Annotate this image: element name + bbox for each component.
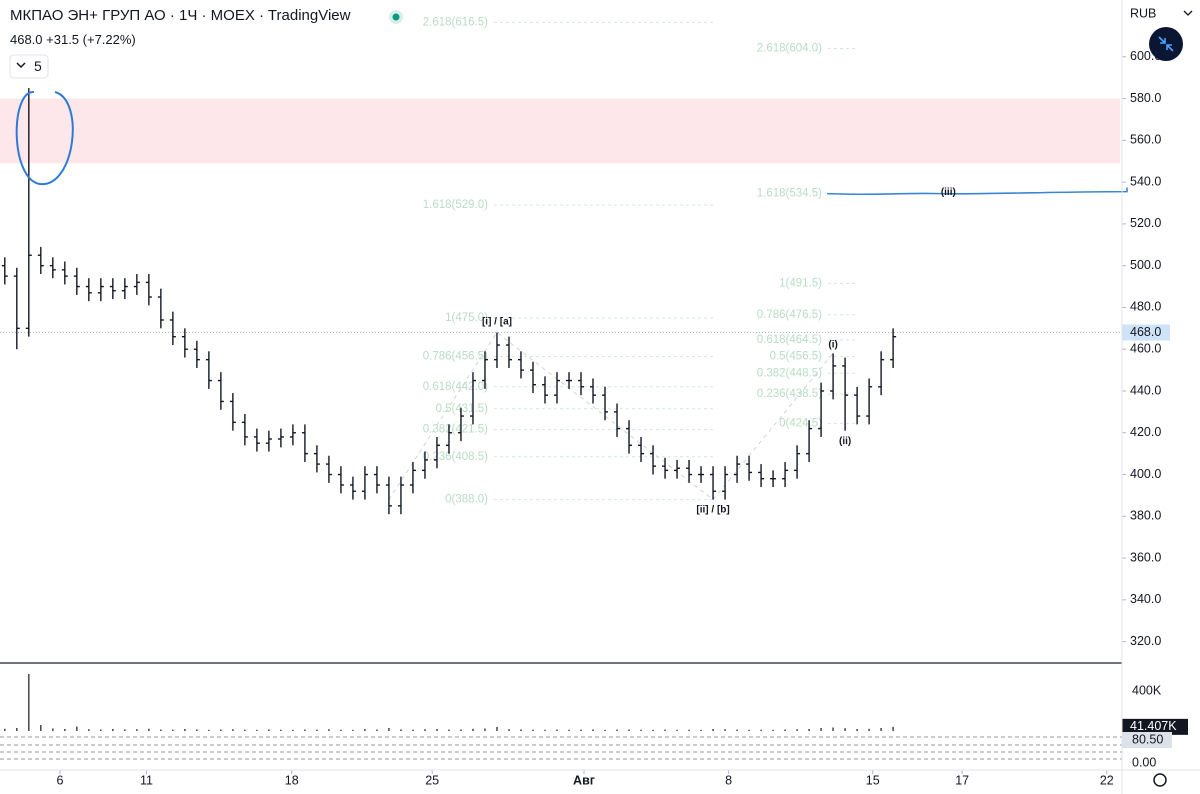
indicator-value-box bbox=[1122, 732, 1172, 748]
fib-trend bbox=[388, 331, 714, 500]
fib-label: 0.382(448.5) bbox=[757, 367, 822, 379]
interval-button-label[interactable]: 5 bbox=[34, 58, 42, 74]
indicator-tick-label: 0.00 bbox=[1132, 755, 1156, 769]
y-tick-label: 500.0 bbox=[1130, 258, 1161, 272]
supply-zone bbox=[0, 98, 1120, 164]
y-tick-label: 540.0 bbox=[1130, 174, 1161, 188]
x-tick-label: 6 bbox=[57, 773, 64, 787]
wave-label: (iii) bbox=[941, 187, 956, 198]
quote: 468.0 +31.5 (+7.22%) bbox=[10, 32, 136, 47]
interval-button-box[interactable] bbox=[9, 54, 49, 79]
y-tick-label: 460.0 bbox=[1130, 342, 1161, 356]
target-line bbox=[827, 187, 1128, 196]
fib-label: 0.5(456.5) bbox=[770, 351, 823, 363]
symbol-title: МКПАО ЭН+ ГРУП АО · 1Ч · MOEX · TradingV… bbox=[10, 7, 351, 24]
y-tick-label: 520.0 bbox=[1130, 216, 1161, 230]
x-tick-label: 22 bbox=[1100, 773, 1114, 787]
x-tick-label: 8 bbox=[725, 773, 732, 787]
x-tick-label: 11 bbox=[140, 773, 153, 787]
fib-label: 0(388.0) bbox=[445, 494, 488, 506]
collapse-button[interactable] bbox=[1149, 27, 1183, 61]
fib-label: 0.618(464.5) bbox=[757, 334, 822, 346]
fib-label: 0.236(438.5) bbox=[757, 388, 822, 400]
hand-drawn-circle bbox=[15, 90, 74, 186]
x-tick-label: 25 bbox=[425, 773, 439, 787]
fib-label: 0.786(476.5) bbox=[757, 309, 822, 321]
wave-label: [i] / [a] bbox=[482, 317, 512, 328]
status-dot bbox=[392, 13, 400, 21]
indicator-tick-label: 80.50 bbox=[1132, 732, 1163, 746]
y-tick-label: 420.0 bbox=[1130, 425, 1161, 439]
y-tick-label: 560.0 bbox=[1130, 133, 1161, 147]
x-tick-label: Авг bbox=[573, 773, 595, 787]
fib-label: 1(491.5) bbox=[779, 277, 822, 289]
fib-label: 0.618(442.0) bbox=[423, 381, 488, 393]
settings-icon[interactable] bbox=[1153, 773, 1167, 787]
fib-label: 1.618(534.5) bbox=[757, 188, 822, 200]
currency-caret bbox=[1183, 10, 1193, 16]
y-tick-label: 480.0 bbox=[1130, 300, 1161, 314]
y-tick-label: 340.0 bbox=[1130, 592, 1161, 606]
last-volume-label: 41.407K bbox=[1130, 719, 1177, 733]
collapse-icon bbox=[1158, 36, 1174, 52]
last-price-label: 468.0 bbox=[1130, 325, 1161, 339]
fib-label: 1(475.0) bbox=[445, 312, 488, 324]
y-tick-label: 380.0 bbox=[1130, 509, 1161, 523]
last-price-box bbox=[1122, 324, 1170, 341]
fib-label: 0(424.5) bbox=[779, 417, 822, 429]
fib-label: 2.618(616.5) bbox=[423, 16, 488, 28]
y-tick-label: 320.0 bbox=[1130, 634, 1161, 648]
fib-label: 0.382(421.5) bbox=[423, 424, 488, 436]
x-tick-label: 15 bbox=[866, 773, 880, 787]
fib-label: 0.5(431.5) bbox=[436, 403, 489, 415]
y-tick-label: 400.0 bbox=[1130, 467, 1161, 481]
volume-tick-label: 400K bbox=[1132, 683, 1162, 697]
y-tick-label: 580.0 bbox=[1130, 91, 1161, 105]
x-tick-label: 18 bbox=[285, 773, 299, 787]
fib-label: 0.236(408.5) bbox=[423, 451, 488, 463]
fib-label: 1.618(529.0) bbox=[423, 199, 488, 211]
wave-label: [ii] / [b] bbox=[696, 505, 729, 516]
fib-label: 2.618(604.0) bbox=[757, 42, 822, 54]
currency: RUB bbox=[1130, 6, 1156, 20]
y-tick-label: 360.0 bbox=[1130, 550, 1161, 564]
x-tick-label: 17 bbox=[955, 773, 969, 787]
fib-label: 0.786(456.5) bbox=[423, 351, 488, 363]
interval-caret bbox=[16, 62, 26, 69]
wave-label: (ii) bbox=[839, 436, 851, 447]
wave-label: (i) bbox=[828, 340, 837, 351]
last-volume-box bbox=[1122, 718, 1188, 735]
y-tick-label: 440.0 bbox=[1130, 383, 1161, 397]
